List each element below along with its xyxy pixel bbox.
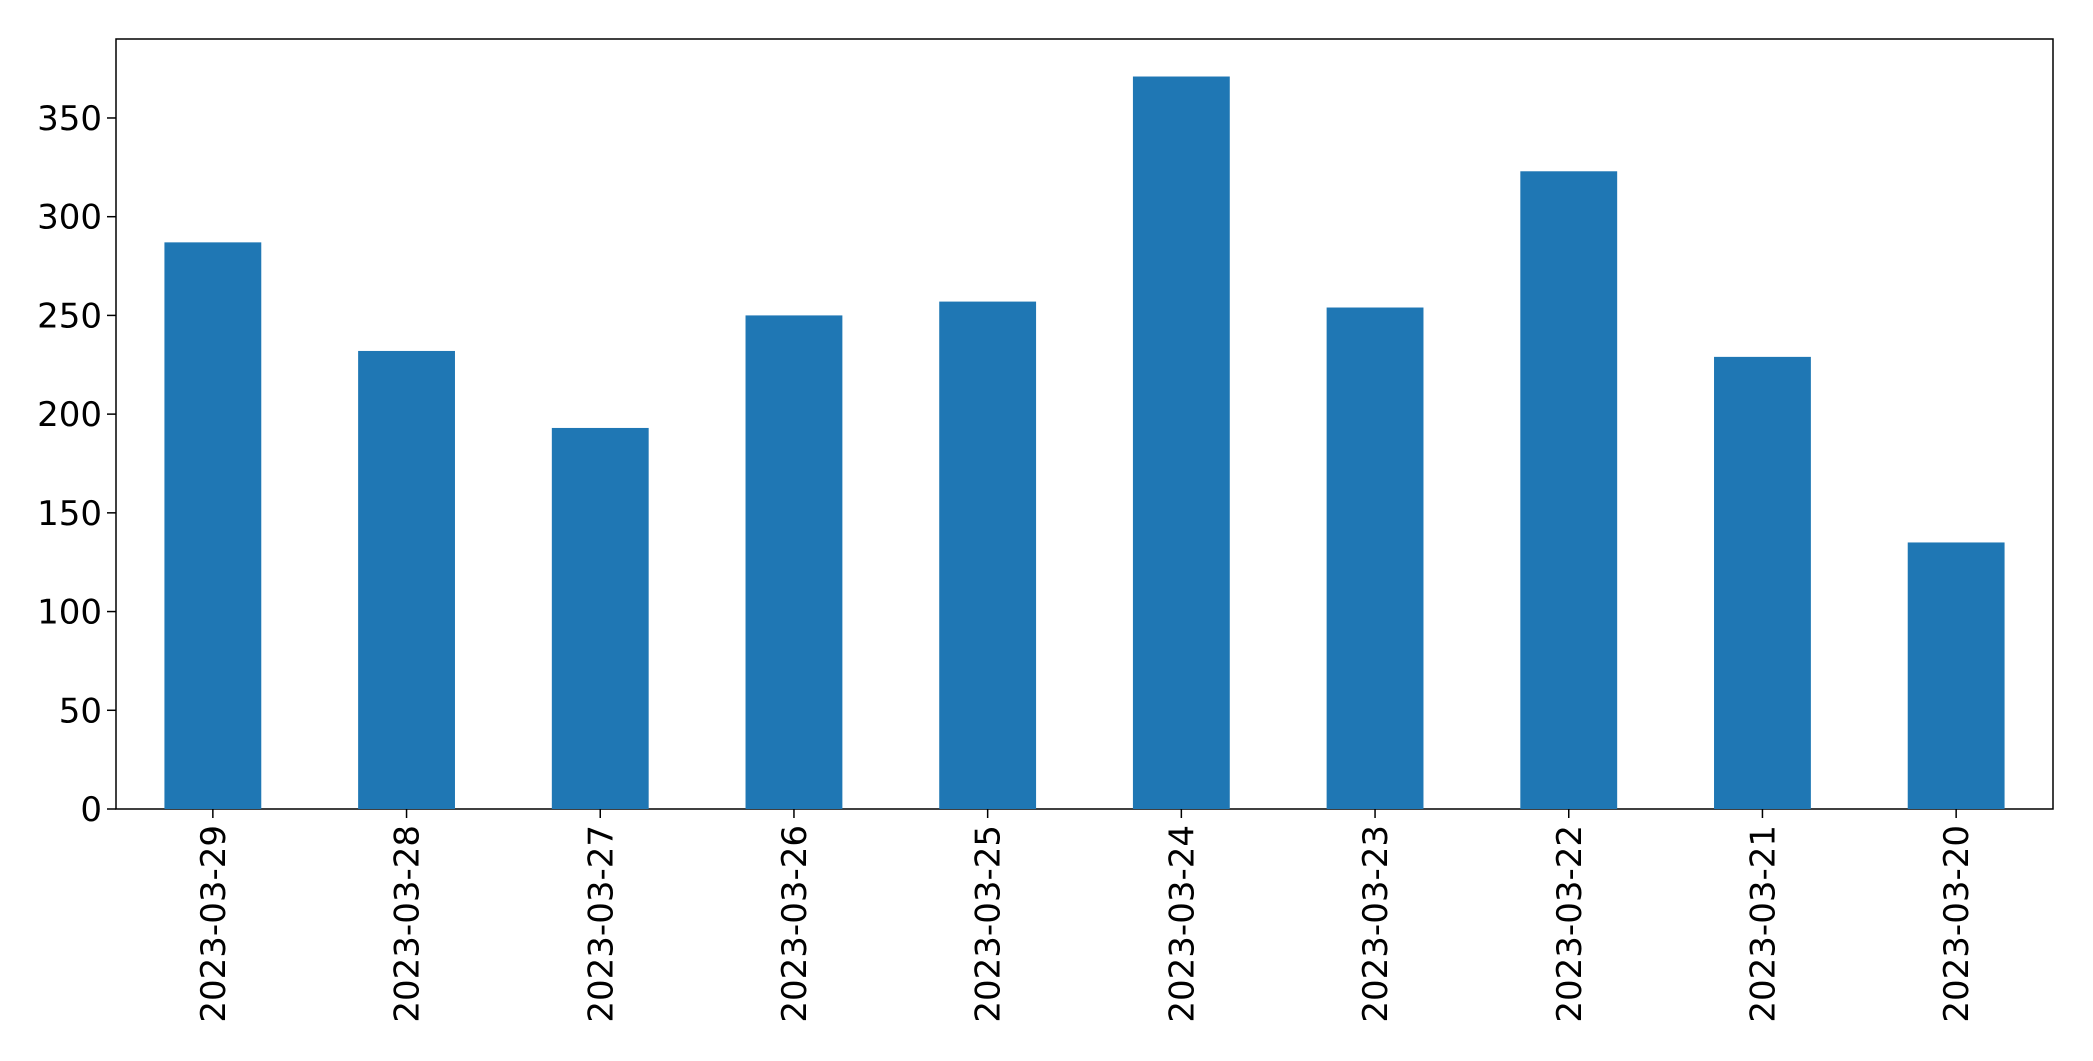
bar bbox=[1907, 542, 2005, 809]
bar bbox=[1714, 356, 1811, 809]
bar bbox=[939, 301, 1037, 809]
x-tick-label: 2023-03-25 bbox=[969, 825, 1009, 1023]
bar bbox=[358, 350, 455, 809]
x-tick-label: 2023-03-26 bbox=[775, 825, 815, 1023]
bar bbox=[1132, 76, 1230, 809]
y-tick-label: 100 bbox=[37, 593, 102, 633]
x-tick-label: 2023-03-22 bbox=[1550, 825, 1590, 1023]
x-tick-label: 2023-03-29 bbox=[194, 825, 234, 1023]
y-tick-label: 300 bbox=[37, 198, 102, 238]
plot-frame bbox=[115, 38, 2054, 810]
y-tick-label: 50 bbox=[59, 691, 102, 731]
y-tick-label: 150 bbox=[37, 494, 102, 534]
bar bbox=[745, 315, 843, 809]
y-tick-label: 200 bbox=[37, 395, 102, 435]
bar bbox=[1520, 171, 1618, 810]
y-tick-label: 350 bbox=[37, 99, 102, 139]
x-tick-label: 2023-03-21 bbox=[1743, 825, 1783, 1023]
bar bbox=[1326, 307, 1424, 809]
x-tick-label: 2023-03-23 bbox=[1356, 825, 1396, 1023]
x-tick-label: 2023-03-24 bbox=[1162, 825, 1202, 1023]
y-tick-label: 0 bbox=[80, 790, 102, 830]
x-tick-label: 2023-03-28 bbox=[388, 825, 428, 1023]
x-tick-label: 2023-03-20 bbox=[1937, 825, 1977, 1023]
y-tick-label: 250 bbox=[37, 296, 102, 336]
bar bbox=[164, 242, 262, 809]
bar bbox=[551, 427, 649, 809]
x-tick-label: 2023-03-27 bbox=[581, 825, 621, 1023]
